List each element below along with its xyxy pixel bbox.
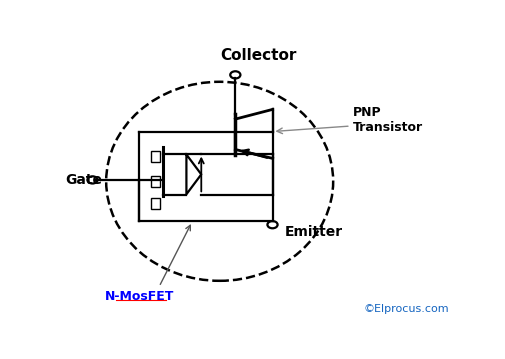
Text: Gate: Gate [65,173,102,187]
Text: Emitter: Emitter [284,225,342,239]
Text: Collector: Collector [221,48,297,63]
Text: ©Elprocus.com: ©Elprocus.com [363,304,448,314]
Text: N-MosFET: N-MosFET [105,289,174,303]
Text: PNP
Transistor: PNP Transistor [352,107,423,135]
